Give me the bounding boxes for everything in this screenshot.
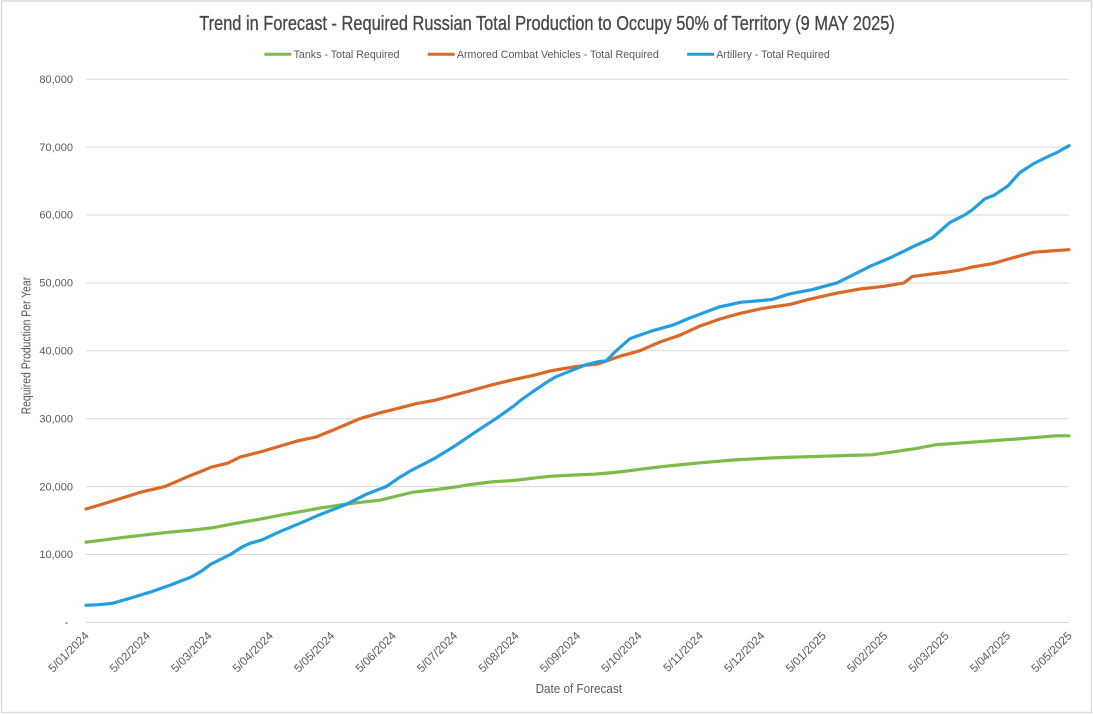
svg-text:40,000: 40,000 xyxy=(39,346,73,358)
svg-text:Date of Forecast: Date of Forecast xyxy=(536,682,623,697)
svg-text:Trend in Forecast - Required R: Trend in Forecast - Required Russian Tot… xyxy=(199,11,895,34)
svg-text:-: - xyxy=(65,617,69,629)
svg-text:Tanks - Total Required: Tanks - Total Required xyxy=(294,49,400,61)
svg-text:70,000: 70,000 xyxy=(39,142,73,154)
svg-text:80,000: 80,000 xyxy=(39,74,73,86)
svg-text:Required Production Per Year: Required Production Per Year xyxy=(19,277,33,415)
svg-text:50,000: 50,000 xyxy=(39,278,73,290)
svg-text:20,000: 20,000 xyxy=(39,481,73,493)
svg-text:Artillery - Total Required: Artillery - Total Required xyxy=(716,49,830,61)
svg-text:10,000: 10,000 xyxy=(39,549,73,561)
svg-text:Armored Combat Vehicles - Tota: Armored Combat Vehicles - Total Required xyxy=(457,49,659,61)
svg-text:60,000: 60,000 xyxy=(39,210,73,222)
svg-text:30,000: 30,000 xyxy=(39,413,73,425)
